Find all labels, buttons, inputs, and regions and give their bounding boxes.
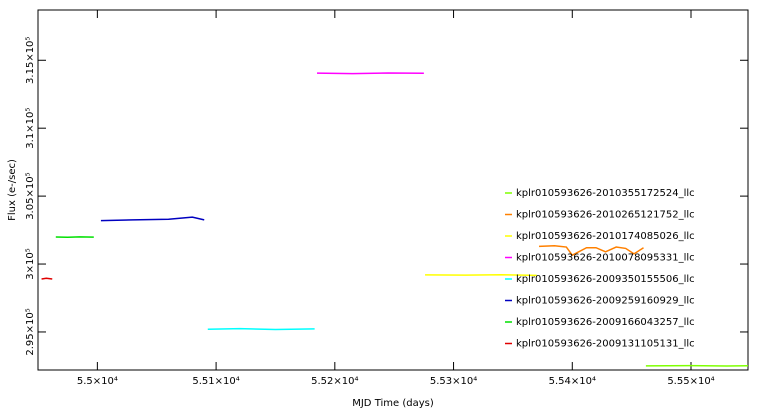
legend-label: kplr010593626-2010355172524_llc [516,188,695,199]
plot-frame [37,9,749,371]
legend-label: kplr010593626-2010174085026_llc [516,231,695,242]
legend-label: kplr010593626-2009259160929_llc [516,296,695,307]
x-axis-label: MJD Time (days) [352,398,434,409]
y-tick-label: 3.05×10⁵ [25,172,36,219]
x-tick-label: 5.51×10⁴ [192,376,239,387]
x-tick-label: 5.54×10⁴ [549,376,596,387]
x-tick-label: 5.53×10⁴ [430,376,477,387]
legend-label: kplr010593626-2010265121752_llc [516,210,695,221]
y-tick-label: 3×10⁵ [25,248,36,279]
series-line [539,244,644,257]
x-tick-label: 5.52×10⁴ [311,376,358,387]
y-tick-label: 2.95×10⁵ [25,308,36,355]
legend-label: kplr010593626-2009350155506_llc [516,274,695,285]
x-tick-label: 5.5×10⁴ [77,376,118,387]
series-line [41,277,53,280]
y-tick-label: 3.1×10⁵ [25,108,36,149]
series-line [425,274,537,277]
y-axis-label: Flux (e-/sec) [7,159,18,221]
legend-label: kplr010593626-2010078095331_llc [516,253,695,264]
x-tick-label: 5.55×10⁴ [667,376,714,387]
series-line [317,72,424,75]
legend-label: kplr010593626-2009131105131_llc [516,339,695,350]
legend-label: kplr010593626-2009166043257_llc [516,317,695,328]
series-line [207,327,315,331]
series-line [100,216,205,222]
y-tick-label: 3.15×10⁵ [25,37,36,84]
